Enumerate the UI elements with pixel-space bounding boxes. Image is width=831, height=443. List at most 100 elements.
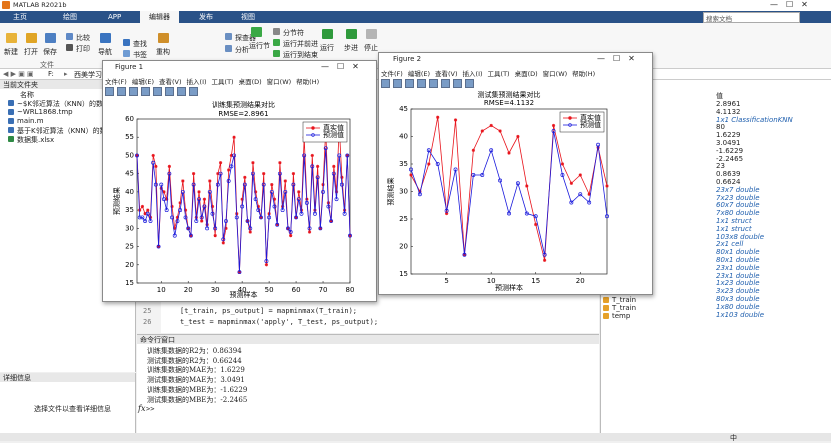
workspace-name[interactable]: T_train bbox=[612, 303, 637, 312]
tool-button[interactable]: 书签 bbox=[133, 51, 147, 59]
ribbon-tab[interactable]: APP bbox=[108, 13, 122, 21]
ribbon-tab[interactable]: 绘图 bbox=[63, 13, 77, 21]
ribbon-tab[interactable]: 视图 bbox=[241, 13, 255, 21]
menu-item[interactable]: 桌面(D) bbox=[238, 78, 262, 86]
column-header[interactable]: 名称 bbox=[20, 91, 34, 99]
tool-button[interactable]: 运行 bbox=[320, 44, 334, 52]
marker bbox=[516, 134, 520, 139]
legend-marker bbox=[311, 126, 315, 130]
code-line: [t_train, ps_output] = mapminmax(T_train… bbox=[180, 307, 358, 315]
ime-indicator[interactable]: 中 bbox=[730, 434, 737, 442]
marker bbox=[188, 233, 193, 238]
menu-item[interactable]: 帮助(H) bbox=[572, 70, 596, 78]
menu-item[interactable]: 窗口(W) bbox=[542, 70, 568, 78]
workspace-name[interactable]: temp bbox=[612, 311, 631, 320]
path-segment[interactable]: 西美学习资 bbox=[74, 71, 109, 79]
plot-area bbox=[410, 108, 608, 275]
tool-icon bbox=[158, 33, 169, 43]
menu-item[interactable]: 编辑(E) bbox=[131, 78, 154, 86]
marker bbox=[135, 153, 139, 158]
marker bbox=[337, 153, 342, 158]
tool-button[interactable]: 比较 bbox=[76, 34, 90, 42]
marker bbox=[489, 148, 494, 153]
file-item[interactable]: 数据集.xlsx bbox=[17, 136, 55, 144]
window-controls[interactable]: — ☐ ✕ bbox=[597, 54, 635, 63]
workspace-value: 80x1 double bbox=[716, 256, 760, 264]
column-header[interactable]: 值 bbox=[716, 92, 723, 100]
marker bbox=[199, 215, 204, 220]
menu-item[interactable]: 插入(I) bbox=[462, 70, 483, 78]
tool-icon bbox=[273, 28, 280, 35]
tool-button[interactable]: 保存 bbox=[43, 48, 57, 56]
tool-button[interactable]: 导航 bbox=[98, 48, 112, 56]
tool-button[interactable]: 重构 bbox=[156, 48, 170, 56]
ribbon-tab[interactable]: 主页 bbox=[13, 13, 27, 21]
menu-item[interactable]: 帮助(H) bbox=[296, 78, 320, 86]
figure-menu: 文件(F) 编辑(E) 查看(V) 插入(I) 工具(T) 桌面(D) 窗口(W) 帮助(H) bbox=[381, 68, 600, 78]
menu-item[interactable]: 查看(V) bbox=[435, 70, 458, 78]
tool-button[interactable]: 步进 bbox=[344, 44, 358, 52]
tool-button[interactable]: 分析 bbox=[235, 46, 249, 54]
tool-button[interactable]: 停止 bbox=[364, 44, 378, 52]
line-number: 25 bbox=[143, 307, 152, 315]
marker bbox=[215, 182, 220, 187]
chart-title: 测试集预测结果对比 bbox=[478, 91, 541, 99]
marker bbox=[551, 123, 556, 128]
marker bbox=[329, 219, 334, 223]
marker bbox=[304, 200, 309, 205]
figure-menu: 文件(F) 编辑(E) 查看(V) 插入(I) 工具(T) 桌面(D) 窗口(W) 帮助(H) bbox=[105, 76, 324, 86]
marker bbox=[250, 171, 255, 176]
marker bbox=[207, 189, 212, 194]
menu-item[interactable]: 窗口(W) bbox=[266, 78, 292, 86]
tool-button[interactable]: 分节符 bbox=[283, 29, 304, 37]
file-item[interactable]: ~WRL1868.tmp bbox=[17, 108, 73, 116]
file-item[interactable]: 基于K邻近算法（KNN）的数据回... bbox=[17, 127, 128, 135]
menu-item[interactable]: 插入(I) bbox=[186, 78, 207, 86]
file-item[interactable]: main.m bbox=[17, 117, 44, 125]
window-controls[interactable]: — ☐ ✕ bbox=[770, 0, 808, 9]
marker bbox=[213, 226, 218, 231]
file-icon bbox=[8, 118, 14, 124]
marker bbox=[272, 204, 277, 209]
tool-button[interactable]: 打印 bbox=[76, 45, 90, 53]
tool-button[interactable]: 探查器 bbox=[235, 34, 256, 42]
figure-window: Figure 2 — ☐ ✕ 文件(F) 编辑(E) 查看(V) 插入(I) 工具(T)… bbox=[378, 52, 653, 295]
marker bbox=[210, 204, 215, 209]
menu-item[interactable]: 编辑(E) bbox=[407, 70, 430, 78]
workspace-value: 0.6624 bbox=[716, 178, 741, 186]
panel-header: 当前文件夹 bbox=[0, 80, 135, 89]
marker bbox=[221, 241, 225, 245]
marker bbox=[445, 211, 449, 216]
workspace-name[interactable]: T_train bbox=[612, 296, 637, 304]
marker bbox=[312, 211, 317, 216]
ribbon-tab[interactable]: 编辑器 bbox=[140, 11, 179, 23]
tool-button[interactable]: 查找 bbox=[133, 40, 147, 48]
ribbon-tab[interactable]: 发布 bbox=[199, 13, 213, 21]
marker bbox=[498, 129, 502, 133]
tool-button[interactable]: 运行节 bbox=[249, 42, 270, 50]
path-segment[interactable]: F: bbox=[48, 70, 54, 78]
file-item[interactable]: ~$K邻近算法（KNN）的数据回... bbox=[17, 100, 124, 108]
marker bbox=[202, 197, 207, 201]
tool-button[interactable]: 新建 bbox=[4, 48, 18, 56]
legend-label: 真实值 bbox=[580, 113, 601, 122]
tool-button[interactable]: 打开 bbox=[24, 48, 38, 56]
code-line: t_test = mapminmax('apply', T_test, ps_o… bbox=[180, 318, 379, 326]
marker bbox=[229, 164, 234, 169]
search-box[interactable]: 搜索文档 bbox=[703, 12, 800, 23]
menu-item[interactable]: 工具(T) bbox=[211, 78, 234, 86]
menu-item[interactable]: 桌面(D) bbox=[514, 70, 538, 78]
menu-item[interactable]: 工具(T) bbox=[487, 70, 510, 78]
menu-item[interactable]: 文件(F) bbox=[105, 78, 127, 86]
nav-arrows[interactable]: ◀ ▶ ▣ ▣ bbox=[3, 70, 34, 78]
marker bbox=[275, 222, 280, 227]
marker bbox=[154, 164, 158, 168]
window-controls[interactable]: — ☐ ✕ bbox=[321, 62, 359, 71]
series-line bbox=[410, 130, 608, 255]
menu-item[interactable]: 查看(V) bbox=[159, 78, 182, 86]
tool-button[interactable]: 运行并前进 bbox=[283, 40, 318, 48]
menu-item[interactable]: 文件(F) bbox=[381, 70, 403, 78]
marker bbox=[270, 183, 274, 187]
tool-button[interactable]: 运行到结束 bbox=[283, 51, 318, 59]
